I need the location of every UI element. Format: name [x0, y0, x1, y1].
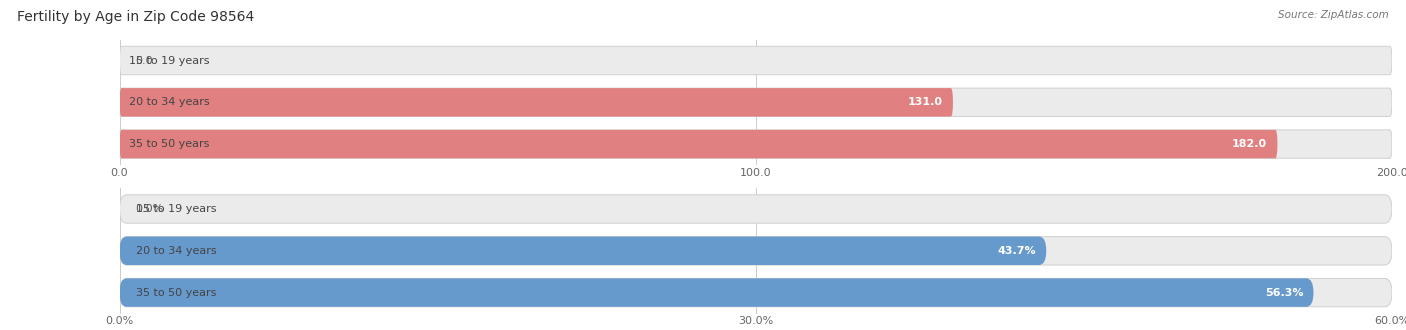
- Text: 56.3%: 56.3%: [1265, 288, 1303, 298]
- Text: Fertility by Age in Zip Code 98564: Fertility by Age in Zip Code 98564: [17, 10, 254, 24]
- FancyBboxPatch shape: [120, 237, 1046, 265]
- FancyBboxPatch shape: [120, 237, 1392, 265]
- Text: 0.0: 0.0: [135, 55, 152, 65]
- FancyBboxPatch shape: [120, 88, 1392, 116]
- Text: 35 to 50 years: 35 to 50 years: [136, 288, 217, 298]
- Text: Source: ZipAtlas.com: Source: ZipAtlas.com: [1278, 10, 1389, 20]
- Text: 15 to 19 years: 15 to 19 years: [136, 204, 217, 214]
- FancyBboxPatch shape: [120, 46, 1392, 75]
- Text: 182.0: 182.0: [1232, 139, 1267, 149]
- FancyBboxPatch shape: [120, 195, 1392, 223]
- FancyBboxPatch shape: [120, 88, 953, 116]
- FancyBboxPatch shape: [120, 279, 1313, 307]
- Text: 15 to 19 years: 15 to 19 years: [129, 55, 209, 65]
- FancyBboxPatch shape: [120, 130, 1392, 158]
- Text: 20 to 34 years: 20 to 34 years: [129, 97, 209, 107]
- Text: 43.7%: 43.7%: [997, 246, 1036, 256]
- Text: 131.0: 131.0: [908, 97, 943, 107]
- FancyBboxPatch shape: [120, 279, 1392, 307]
- Text: 20 to 34 years: 20 to 34 years: [136, 246, 217, 256]
- FancyBboxPatch shape: [120, 130, 1278, 158]
- Text: 0.0%: 0.0%: [135, 204, 163, 214]
- Text: 35 to 50 years: 35 to 50 years: [129, 139, 209, 149]
